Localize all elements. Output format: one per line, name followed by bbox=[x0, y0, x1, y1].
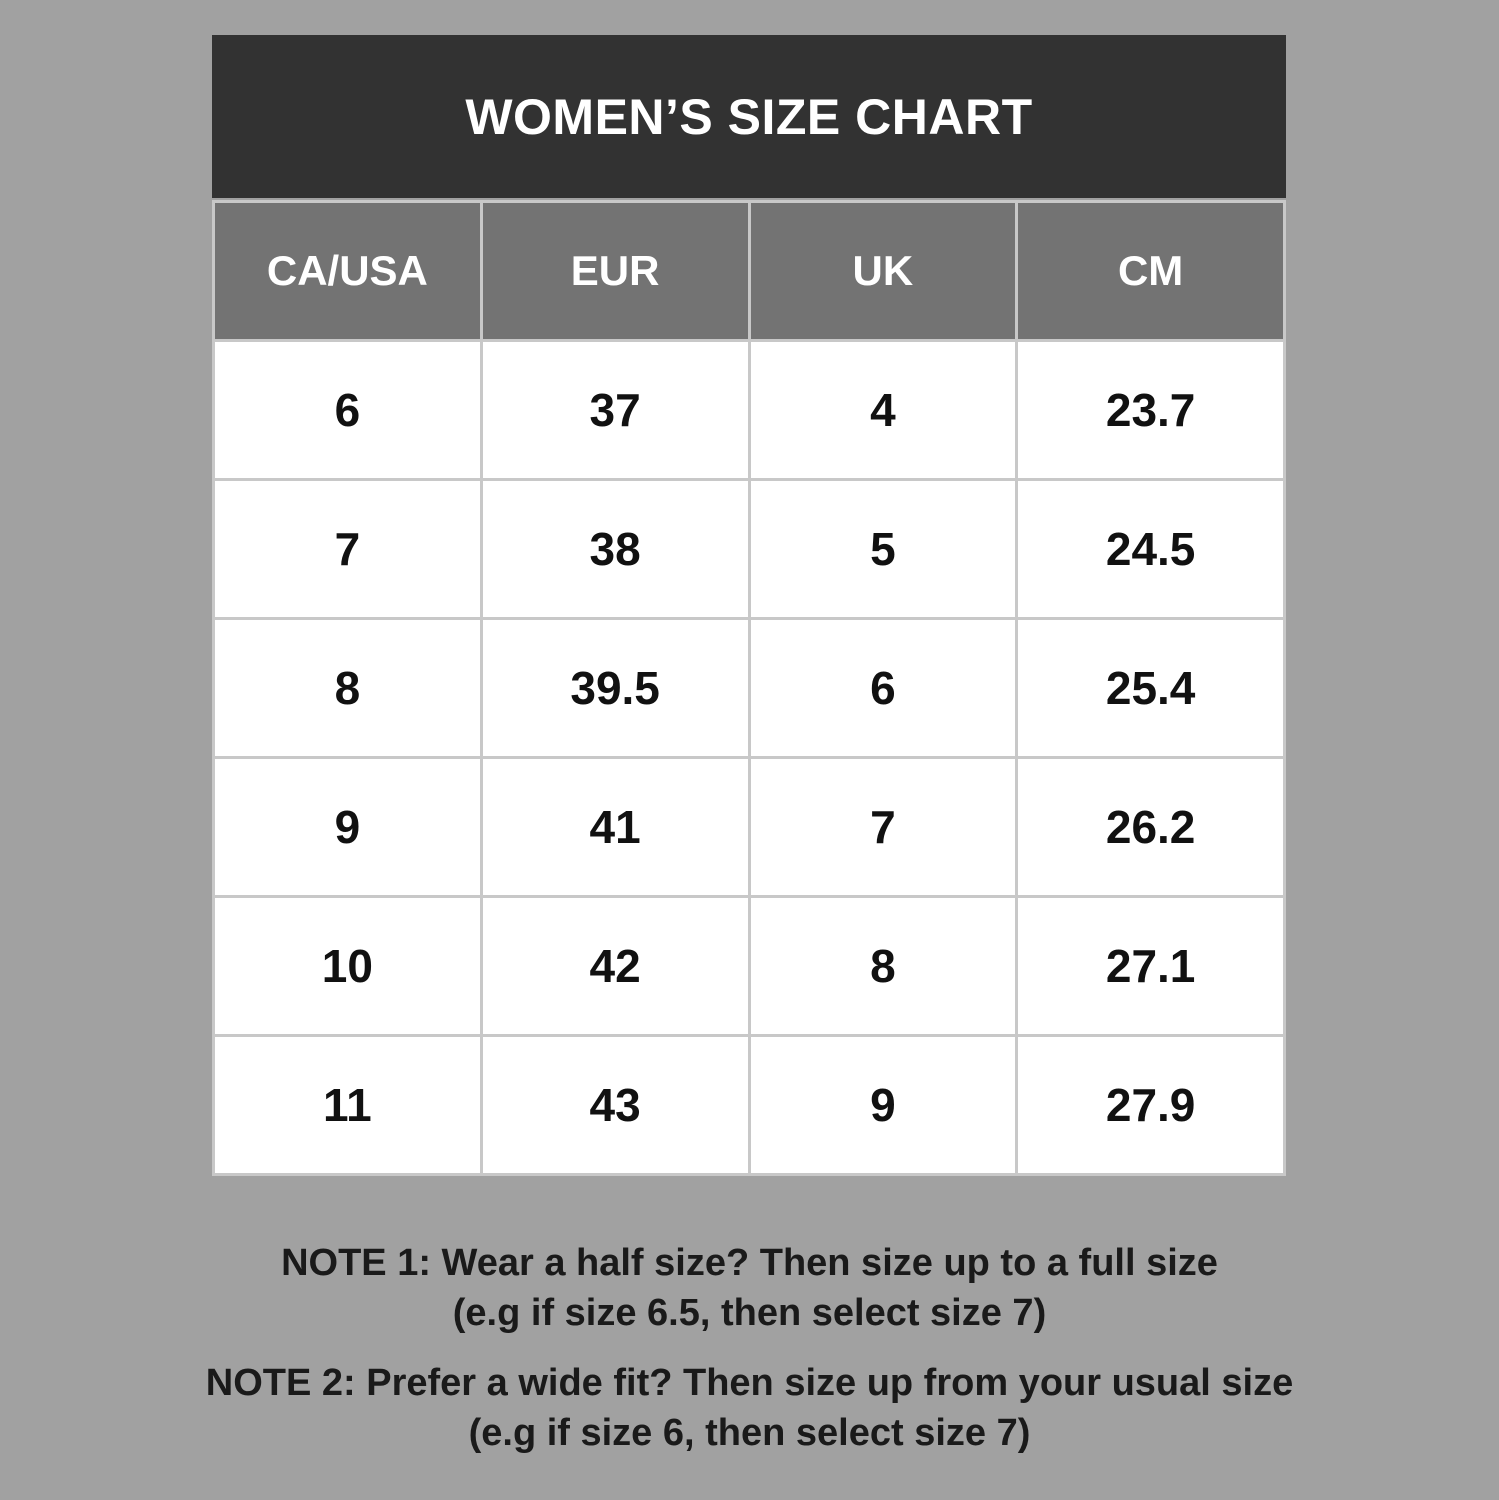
table-cell: 42 bbox=[479, 895, 751, 1037]
table-cell: 24.5 bbox=[1015, 478, 1286, 620]
size-chart: WOMEN’S SIZE CHART CA/USA EUR UK CM 6 37 4 23.… bbox=[212, 35, 1286, 1176]
note-1: NOTE 1: Wear a half size? Then size up t… bbox=[0, 1238, 1499, 1338]
table-row: 8 39.5 6 25.4 bbox=[212, 617, 1286, 759]
table-cell: 23.7 bbox=[1015, 339, 1286, 481]
table-cell: 8 bbox=[747, 895, 1019, 1037]
notes: NOTE 1: Wear a half size? Then size up t… bbox=[0, 1238, 1499, 1478]
table-cell: 9 bbox=[747, 1034, 1019, 1176]
table-cell: 6 bbox=[747, 617, 1019, 759]
table-row: 6 37 4 23.7 bbox=[212, 339, 1286, 481]
table-cell: 4 bbox=[747, 339, 1019, 481]
note-1-line-2: (e.g if size 6.5, then select size 7) bbox=[452, 1292, 1047, 1334]
note-1-line-1: NOTE 1: Wear a half size? Then size up t… bbox=[281, 1242, 1218, 1284]
chart-title: WOMEN’S SIZE CHART bbox=[212, 35, 1286, 198]
table-cell: 43 bbox=[479, 1034, 751, 1176]
table-cell: 39.5 bbox=[479, 617, 751, 759]
table-cell: 7 bbox=[747, 756, 1019, 898]
table-body: 6 37 4 23.7 7 38 5 24.5 8 39.5 6 25.4 9 41 7 26.2 10 42 8 2… bbox=[212, 339, 1286, 1176]
column-header: CM bbox=[1015, 200, 1286, 342]
table-row: 7 38 5 24.5 bbox=[212, 478, 1286, 620]
note-2: NOTE 2: Prefer a wide fit? Then size up … bbox=[0, 1358, 1499, 1458]
note-2-line-2: (e.g if size 6, then select size 7) bbox=[468, 1412, 1031, 1454]
table-cell: 5 bbox=[747, 478, 1019, 620]
table-row: 10 42 8 27.1 bbox=[212, 895, 1286, 1037]
table-row: 11 43 9 27.9 bbox=[212, 1034, 1286, 1176]
table-cell: 27.1 bbox=[1015, 895, 1286, 1037]
table-cell: 8 bbox=[212, 617, 483, 759]
table-cell: 9 bbox=[212, 756, 483, 898]
table-cell: 37 bbox=[479, 339, 751, 481]
table-cell: 27.9 bbox=[1015, 1034, 1286, 1176]
table-cell: 25.4 bbox=[1015, 617, 1286, 759]
column-header: EUR bbox=[479, 200, 751, 342]
note-2-line-1: NOTE 2: Prefer a wide fit? Then size up … bbox=[205, 1362, 1294, 1404]
table-cell: 41 bbox=[479, 756, 751, 898]
table-cell: 7 bbox=[212, 478, 483, 620]
table-cell: 38 bbox=[479, 478, 751, 620]
table-cell: 6 bbox=[212, 339, 483, 481]
header-row: CA/USA EUR UK CM bbox=[212, 200, 1286, 342]
size-table: CA/USA EUR UK CM 6 37 4 23.7 7 38 5 24.5 8 39.5 6 25.4… bbox=[212, 200, 1286, 1176]
column-header: UK bbox=[747, 200, 1019, 342]
table-cell: 26.2 bbox=[1015, 756, 1286, 898]
table-cell: 10 bbox=[212, 895, 483, 1037]
table-row: 9 41 7 26.2 bbox=[212, 756, 1286, 898]
column-header: CA/USA bbox=[212, 200, 483, 342]
table-cell: 11 bbox=[212, 1034, 483, 1176]
